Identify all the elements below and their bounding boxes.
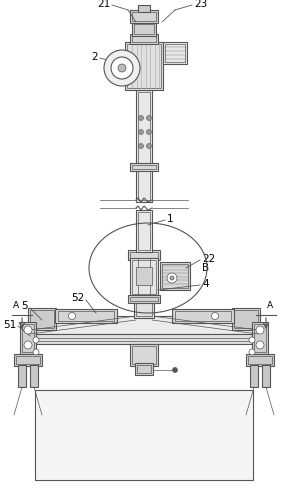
Bar [135,363,153,375]
Bar [165,44,185,62]
Circle shape [33,337,39,343]
Bar [137,365,151,373]
Bar [130,10,158,23]
Bar [162,264,188,288]
Bar [130,258,158,296]
Bar [28,316,260,334]
Bar [160,262,190,290]
Bar [172,309,234,323]
Bar [18,365,26,387]
Bar [132,346,156,364]
Text: B: B [202,263,209,273]
Text: 52: 52 [71,293,84,303]
Bar [35,390,253,480]
Bar [30,365,38,387]
Circle shape [167,273,177,283]
Text: 23: 23 [194,0,207,9]
Bar [136,90,152,202]
Circle shape [111,57,133,79]
Bar [128,250,160,260]
Bar [125,42,163,90]
Circle shape [256,341,264,349]
Bar [136,267,152,285]
Bar [163,42,187,64]
Circle shape [104,50,140,86]
Circle shape [146,143,152,148]
Bar [262,365,270,387]
Circle shape [139,115,144,120]
Circle shape [146,130,152,135]
Bar [130,34,158,44]
Bar [127,44,161,88]
Text: 1: 1 [167,214,174,224]
Circle shape [139,143,144,148]
Circle shape [212,313,218,319]
Bar [130,297,158,301]
Bar [132,36,156,42]
Bar [132,12,156,21]
Bar [20,322,36,354]
Bar [130,252,158,258]
Bar [254,324,266,352]
Bar [246,354,274,366]
Bar [134,24,154,34]
Text: A: A [267,301,273,310]
Bar [138,92,150,200]
Bar [138,5,150,12]
Bar [134,290,154,318]
Circle shape [139,130,144,135]
Bar [136,292,152,316]
Bar [16,356,40,364]
Bar [28,308,56,330]
Circle shape [146,115,152,120]
Bar [250,365,258,387]
Text: 5: 5 [21,301,28,311]
Bar [132,22,156,36]
Bar [130,163,158,171]
Circle shape [172,367,177,373]
Bar [130,344,158,366]
Bar [55,309,117,323]
Bar [138,212,150,250]
Circle shape [69,313,75,319]
Bar [22,324,34,352]
Circle shape [24,341,32,349]
Circle shape [249,337,255,343]
Text: 22: 22 [202,254,215,264]
Text: 51: 51 [3,320,16,330]
Bar [232,308,260,330]
Bar [252,322,268,354]
Bar [132,165,156,169]
Circle shape [256,326,264,334]
Bar [175,311,231,321]
Bar [248,356,272,364]
Circle shape [118,64,126,72]
Circle shape [170,276,174,280]
Text: 2: 2 [91,52,98,62]
Bar [30,310,54,328]
Bar [14,354,42,366]
Text: 4: 4 [202,279,209,289]
Circle shape [249,349,255,355]
Bar [36,334,252,344]
Bar [234,310,258,328]
Bar [128,295,160,303]
Circle shape [24,326,32,334]
Bar [132,260,156,294]
Bar [58,311,114,321]
Text: 21: 21 [97,0,110,9]
Bar [136,210,152,252]
Circle shape [33,349,39,355]
Text: A: A [13,301,19,310]
